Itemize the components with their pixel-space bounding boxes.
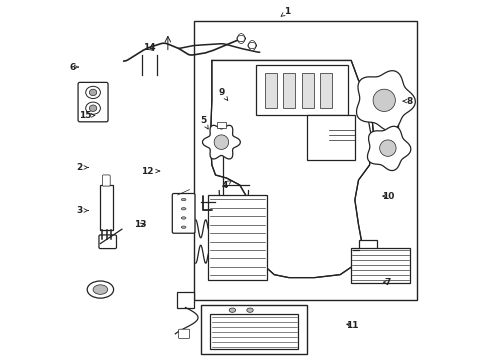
Bar [301,73,313,108]
Text: 5: 5 [200,116,208,129]
Text: 2: 2 [76,163,88,172]
Text: 3: 3 [76,206,88,215]
Bar [350,248,409,283]
Ellipse shape [87,281,113,298]
Polygon shape [379,140,395,156]
Bar [100,185,113,230]
Ellipse shape [181,217,185,219]
Polygon shape [210,60,372,278]
Bar [177,292,193,307]
Text: 1: 1 [281,7,290,16]
Text: 15: 15 [79,111,95,120]
Ellipse shape [246,308,253,312]
Bar [255,66,347,115]
Ellipse shape [181,226,185,228]
FancyBboxPatch shape [178,329,189,338]
Bar [210,315,298,349]
Bar [283,73,295,108]
Bar [208,195,266,280]
Text: 8: 8 [402,96,412,105]
Polygon shape [202,125,240,159]
Polygon shape [372,89,394,112]
Ellipse shape [181,198,185,201]
Bar [264,73,276,108]
Polygon shape [367,126,410,171]
Bar [306,115,354,160]
Ellipse shape [229,308,235,312]
Text: 4: 4 [221,180,231,190]
Text: 9: 9 [218,87,227,100]
Bar [193,21,416,300]
Text: 13: 13 [134,220,146,229]
FancyBboxPatch shape [78,82,108,122]
Polygon shape [214,135,228,149]
Bar [358,240,376,260]
Ellipse shape [85,86,100,99]
Text: 14: 14 [143,43,156,52]
Bar [201,305,306,354]
Ellipse shape [89,89,97,96]
Polygon shape [356,71,414,131]
Bar [319,73,331,108]
FancyBboxPatch shape [172,194,195,233]
FancyBboxPatch shape [99,235,116,248]
Text: 12: 12 [141,167,159,176]
Ellipse shape [85,102,100,114]
Text: 7: 7 [383,278,390,287]
Ellipse shape [237,33,244,44]
Ellipse shape [89,105,97,112]
Text: 10: 10 [381,192,393,201]
FancyBboxPatch shape [102,175,110,186]
Ellipse shape [93,285,107,294]
Text: 11: 11 [345,321,358,330]
Ellipse shape [181,208,185,210]
Bar [216,122,226,129]
Ellipse shape [248,41,255,50]
Text: 6: 6 [69,63,78,72]
